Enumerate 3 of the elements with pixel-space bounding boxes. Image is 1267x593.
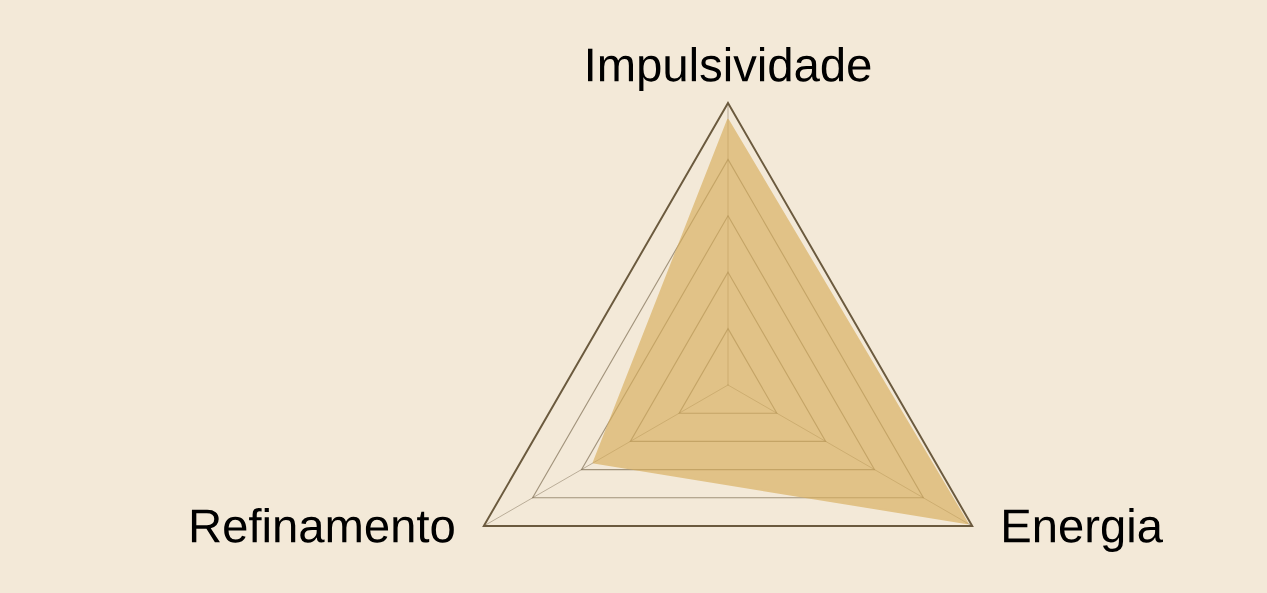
spoke-label: Impulsividade: [588, 46, 871, 91]
spoke-label: Energia: [1004, 507, 1163, 553]
spoke-label: Refinamento: [191, 507, 454, 543]
